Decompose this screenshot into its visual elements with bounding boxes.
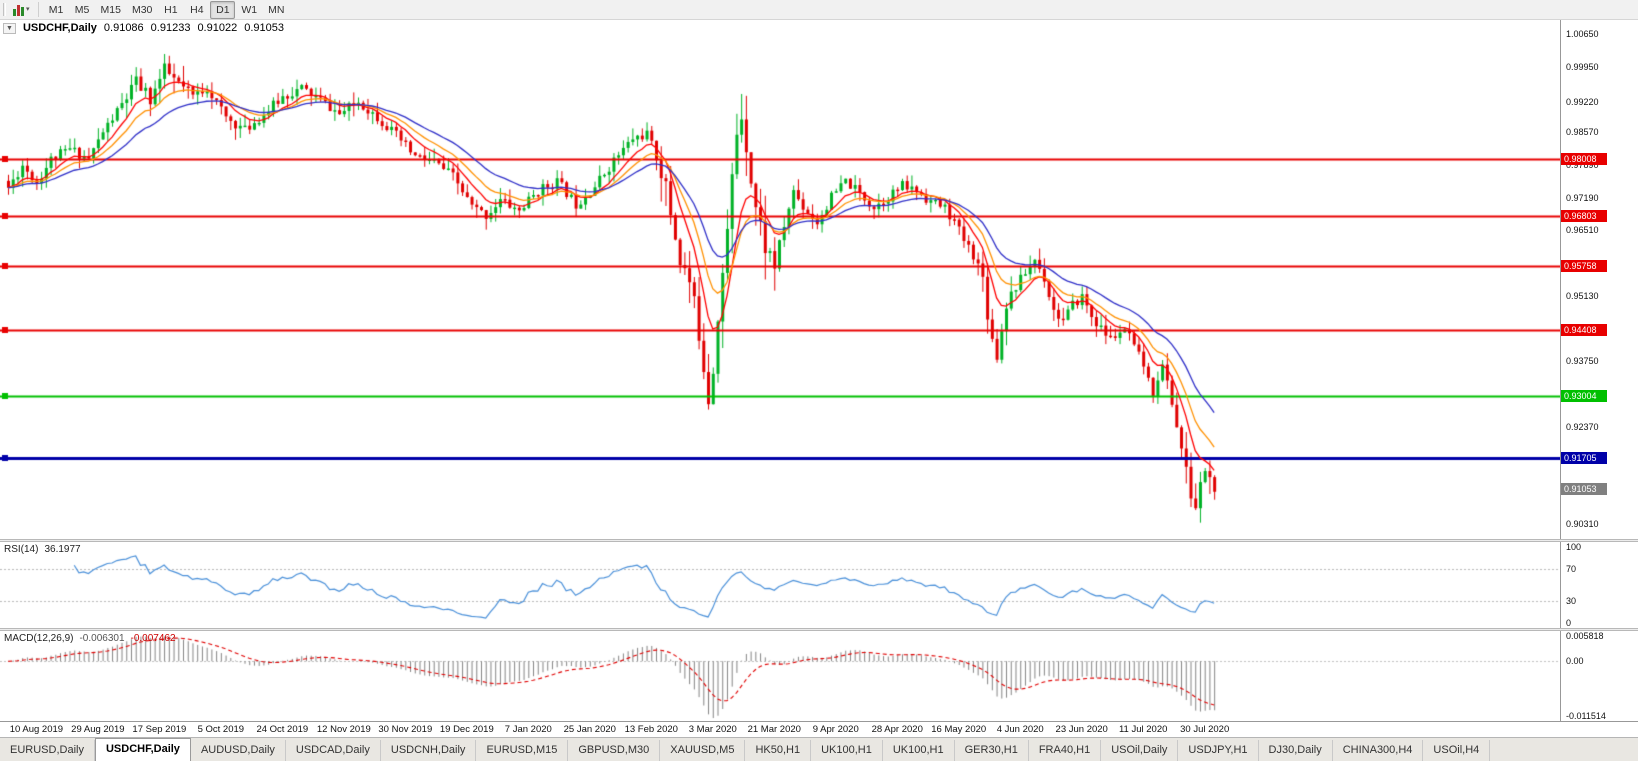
chart-tab-hk50-h1[interactable]: HK50,H1 (745, 740, 811, 761)
collapse-indicator-icon[interactable]: ▼ (3, 23, 16, 34)
price-tick: 0.92370 (1566, 422, 1599, 432)
macd-signal-value: -0.007462 (131, 633, 176, 644)
price-chart-canvas[interactable] (0, 20, 1560, 539)
timeframe-button-d1[interactable]: D1 (210, 1, 235, 19)
chart-tab-usdjpy-h1[interactable]: USDJPY,H1 (1178, 740, 1258, 761)
chart-tab-eurusd-m15[interactable]: EURUSD,M15 (476, 740, 568, 761)
macd-tick: 0.00 (1566, 656, 1584, 666)
chart-tab-eurusd-daily[interactable]: EURUSD,Daily (0, 740, 95, 761)
price-tick: 1.00650 (1566, 29, 1599, 39)
macd-label: MACD(12,26,9) -0.006301 -0.007462 (4, 633, 176, 644)
timeframe-button-h4[interactable]: H4 (184, 1, 209, 19)
rsi-canvas[interactable] (0, 542, 1560, 628)
timeframe-button-m30[interactable]: M30 (127, 1, 157, 19)
price-tick: 0.99220 (1566, 97, 1599, 107)
chart-tab-audusd-daily[interactable]: AUDUSD,Daily (191, 740, 286, 761)
chart-tab-china300-h4[interactable]: CHINA300,H4 (1333, 740, 1424, 761)
chart-tab-xauusd-m5[interactable]: XAUUSD,M5 (660, 740, 745, 761)
chevron-down-icon: ▾ (26, 6, 30, 13)
macd-tick: -0.011514 (1566, 711, 1606, 721)
chart-tab-uk100-h1[interactable]: UK100,H1 (811, 740, 883, 761)
hline-price-label: 0.95758 (1561, 260, 1607, 272)
chart-area: 1.006500.999500.992200.985700.978900.971… (0, 20, 1638, 737)
chart-tab-gbpusd-m30[interactable]: GBPUSD,M30 (568, 740, 660, 761)
timeframe-buttons: M1M5M15M30H1H4D1W1MN (44, 1, 290, 19)
rsi-axis[interactable]: 100 70 30 0 (1560, 542, 1638, 628)
price-tick: 0.95130 (1566, 291, 1599, 301)
chart-button[interactable]: ▾ (10, 1, 33, 19)
timeframe-button-w1[interactable]: W1 (236, 1, 262, 19)
timeframe-button-h1[interactable]: H1 (158, 1, 183, 19)
current-price-label: 0.91053 (1561, 483, 1607, 495)
macd-panel: 0.005818 0.00 -0.011514 MACD(12,26,9) -0.0… (0, 631, 1638, 721)
rsi-tick: 30 (1566, 596, 1576, 606)
timeframe-button-m1[interactable]: M1 (44, 1, 69, 19)
hline-price-label: 0.91705 (1561, 452, 1607, 464)
toolbar-grip (3, 3, 6, 16)
rsi-name: RSI(14) (4, 544, 38, 555)
price-axis[interactable]: 1.006500.999500.992200.985700.978900.971… (1560, 20, 1638, 539)
macd-main-value: -0.006301 (79, 633, 124, 644)
chart-tab-uk100-h1[interactable]: UK100,H1 (883, 740, 955, 761)
chart-tab-ger30-h1[interactable]: GER30,H1 (955, 740, 1029, 761)
timeframe-button-m15[interactable]: M15 (96, 1, 126, 19)
price-tick: 0.97190 (1566, 193, 1599, 203)
toolbar-separator (38, 2, 39, 17)
chart-tab-usdcad-daily[interactable]: USDCAD,Daily (286, 740, 381, 761)
chart-tab-usoil-h4[interactable]: USOil,H4 (1423, 740, 1490, 761)
hline-price-label: 0.96803 (1561, 210, 1607, 222)
macd-canvas[interactable] (0, 631, 1560, 721)
date-axis[interactable]: 10 Aug 201929 Aug 201917 Sep 20195 Oct 2… (0, 721, 1638, 737)
chart-title-bar: ▼ USDCHF,Daily 0.91086 0.91233 0.91022 0… (3, 22, 284, 34)
price-tick: 0.93750 (1566, 356, 1599, 366)
timeframe-button-m5[interactable]: M5 (70, 1, 95, 19)
ohlc-open: 0.91086 (104, 22, 144, 34)
chart-tab-bar: EURUSD,DailyUSDCHF,DailyAUDUSD,DailyUSDC… (0, 737, 1638, 761)
chart-tab-usoil-daily[interactable]: USOil,Daily (1101, 740, 1178, 761)
price-panel: 1.006500.999500.992200.985700.978900.971… (0, 20, 1638, 539)
chart-tab-fra40-h1[interactable]: FRA40,H1 (1029, 740, 1101, 761)
chart-tab-usdchf-daily[interactable]: USDCHF,Daily (95, 738, 191, 761)
rsi-tick: 100 (1566, 542, 1581, 552)
candlestick-chart-icon (13, 4, 24, 16)
timeframe-toolbar: ▾ M1M5M15M30H1H4D1W1MN (0, 0, 1638, 20)
hline-price-label: 0.94408 (1561, 324, 1607, 336)
rsi-tick: 70 (1566, 564, 1576, 574)
hline-price-label: 0.93004 (1561, 390, 1607, 402)
macd-axis[interactable]: 0.005818 0.00 -0.011514 (1560, 631, 1638, 721)
date-tick: 30 Jul 2020 (1169, 724, 1241, 735)
price-tick: 0.90310 (1566, 519, 1599, 529)
timeframe-button-mn[interactable]: MN (263, 1, 289, 19)
price-tick: 0.98570 (1566, 127, 1599, 137)
chart-tab-usdcnh-daily[interactable]: USDCNH,Daily (381, 740, 477, 761)
price-tick: 0.99950 (1566, 62, 1599, 72)
macd-name: MACD(12,26,9) (4, 633, 73, 644)
rsi-value: 36.1977 (44, 544, 80, 555)
hline-price-label: 0.98008 (1561, 153, 1607, 165)
chart-symbol-period: USDCHF,Daily (23, 22, 97, 34)
macd-tick: 0.005818 (1566, 631, 1604, 641)
price-tick: 0.96510 (1566, 225, 1599, 235)
ohlc-close: 0.91053 (244, 22, 284, 34)
rsi-panel: 100 70 30 0 RSI(14) 36.1977 (0, 542, 1638, 628)
trading-terminal-window: ▾ M1M5M15M30H1H4D1W1MN 1.00650 0.99950 0.9… (0, 0, 1638, 761)
rsi-label: RSI(14) 36.1977 (4, 544, 81, 555)
chart-tab-dj30-daily[interactable]: DJ30,Daily (1259, 740, 1333, 761)
rsi-tick: 0 (1566, 618, 1571, 628)
ohlc-high: 0.91233 (151, 22, 191, 34)
ohlc-low: 0.91022 (197, 22, 237, 34)
